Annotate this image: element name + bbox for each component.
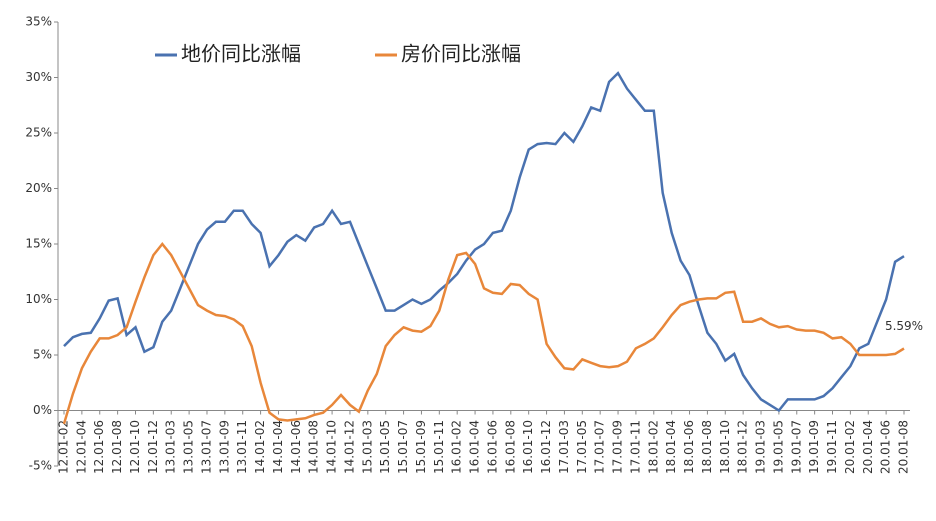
y-tick-label: -5% [29,459,52,473]
x-tick-label: 17.01-07 [593,420,607,474]
y-tick-label: 15% [25,237,52,251]
x-tick-label: 15.01-03 [360,420,374,474]
y-tick-label: 30% [25,70,52,84]
x-tick-label: 20.01-04 [861,420,875,474]
y-tick-label: 0% [33,403,52,417]
legend-label: 房价同比涨幅 [401,42,521,66]
x-tick-label: 15.01-07 [396,420,410,474]
x-tick-label: 13.01-05 [182,420,196,474]
data-label: 5.59% [885,319,923,333]
x-tick-label: 12.01-02 [57,420,71,474]
x-tick-label: 17.01-05 [575,420,589,474]
x-tick-label: 17.01-11 [628,420,642,474]
y-tick-label: 10% [25,292,52,306]
x-tick-label: 18.01-08 [700,420,714,474]
x-tick-label: 14.01-02 [253,420,267,474]
series-line [62,242,905,425]
x-tick-label: 19.01-05 [771,420,785,474]
x-tick-label: 14.01-04 [271,420,285,474]
x-tick-label: 20.01-08 [897,420,911,474]
x-tick-label: 14.01-10 [325,420,339,474]
x-tick-label: 16.01-10 [521,420,535,474]
x-tick-label: 19.01-07 [789,420,803,474]
x-tick-label: 15.01-05 [378,420,392,474]
legend-label: 地价同比涨幅 [181,42,301,66]
x-tick-label: 20.01-02 [843,420,857,474]
series-line [63,71,905,413]
x-tick-label: 12.01-06 [92,420,106,474]
x-tick-label: 13.01-07 [199,420,213,474]
x-tick-label: 18.01-12 [736,420,750,474]
x-tick-label: 14.01-08 [307,420,321,474]
x-tick-label: 17.01-03 [557,420,571,474]
x-tick-label: 19.01-11 [825,420,839,474]
y-tick-label: 5% [33,348,52,362]
x-tick-label: 19.01-03 [754,420,768,474]
y-tick-label: 20% [25,181,52,195]
x-tick-label: 14.01-12 [342,420,356,474]
x-tick-label: 16.01-06 [485,420,499,474]
x-tick-label: 16.01-12 [539,420,553,474]
x-tick-label: 13.01-11 [235,420,249,474]
x-tick-label: 17.01-09 [611,420,625,474]
x-tick-label: 16.01-08 [503,420,517,474]
x-tick-label: 12.01-04 [74,420,88,474]
x-tick-label: 20.01-06 [879,420,893,474]
x-tick-label: 16.01-04 [468,420,482,474]
x-tick-label: 12.01-12 [146,420,160,474]
x-tick-label: 13.01-03 [164,420,178,474]
x-tick-label: 19.01-09 [807,420,821,474]
x-tick-label: 12.01-10 [128,420,142,474]
y-tick-label: 25% [25,126,52,140]
x-tick-label: 18.01-02 [646,420,660,474]
x-tick-label: 18.01-10 [718,420,732,474]
x-tick-label: 12.01-08 [110,420,124,474]
x-tick-label: 16.01-02 [450,420,464,474]
y-tick-label: 35% [25,15,52,29]
x-tick-label: 13.01-09 [217,420,231,474]
x-tick-label: 18.01-04 [664,420,678,474]
x-tick-label: 15.01-09 [414,420,428,474]
x-tick-label: 14.01-06 [289,420,303,474]
x-tick-label: 18.01-06 [682,420,696,474]
x-tick-label: 15.01-11 [432,420,446,474]
